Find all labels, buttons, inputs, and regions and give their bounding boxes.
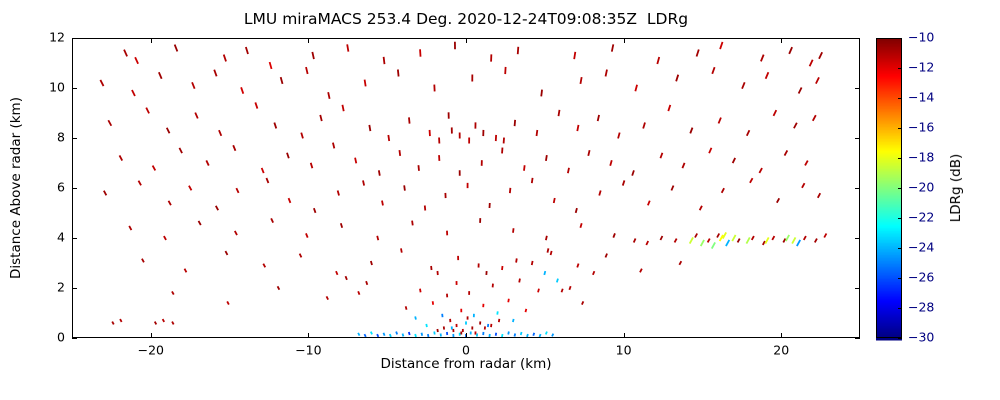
x-axis-label: Distance from radar (km) (380, 356, 552, 372)
colorbar-label: LDRg (dB) (948, 153, 964, 223)
chart-title: LMU miraMACS 253.4 Deg. 2020-12-24T09:08… (243, 10, 689, 28)
y-axis-label: Distance Above radar (km) (8, 97, 24, 279)
